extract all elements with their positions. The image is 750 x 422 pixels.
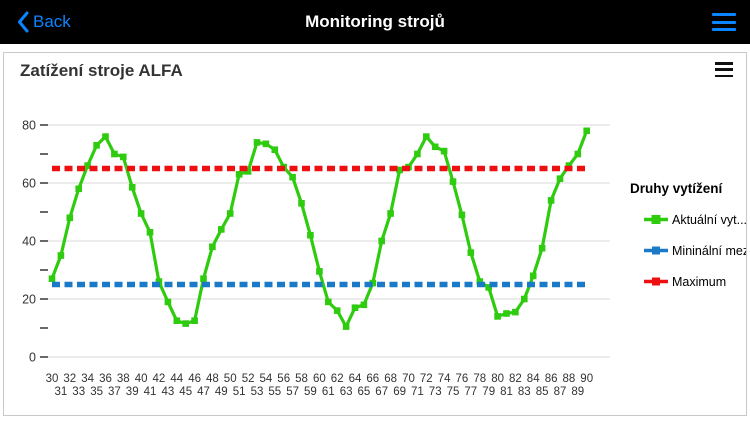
x-axis-label: 65 — [358, 386, 371, 398]
x-axis-label: 88 — [563, 373, 576, 385]
y-axis-label: 40 — [22, 234, 36, 248]
x-axis-label: 39 — [126, 386, 139, 398]
x-axis-label: 74 — [438, 373, 451, 385]
x-axis-label: 61 — [322, 386, 335, 398]
x-axis-label: 64 — [349, 373, 362, 385]
x-axis-label: 76 — [456, 373, 469, 385]
legend-item-1[interactable]: Mininální mez — [644, 244, 746, 258]
x-axis-label: 85 — [536, 386, 549, 398]
svg-text:Aktuální vyt...: Aktuální vyt... — [672, 213, 746, 227]
x-axis-label: 43 — [162, 386, 175, 398]
x-axis-label: 50 — [224, 373, 237, 385]
x-axis-label: 77 — [464, 386, 477, 398]
svg-text:Mininální mez: Mininální mez — [672, 244, 746, 258]
hamburger-menu-icon[interactable] — [712, 11, 736, 33]
x-axis-label: 58 — [295, 373, 308, 385]
x-axis-label: 33 — [72, 386, 85, 398]
x-axis-label: 37 — [108, 386, 121, 398]
svg-text:Maximum: Maximum — [672, 275, 726, 289]
x-axis-label: 66 — [366, 373, 379, 385]
series-0-line — [48, 127, 590, 330]
x-axis-label: 41 — [144, 386, 157, 398]
x-axis-label: 46 — [188, 373, 201, 385]
x-axis-label: 62 — [331, 373, 344, 385]
chart-title: Zatížení stroje ALFA — [20, 61, 183, 80]
x-axis-label: 70 — [402, 373, 415, 385]
x-axis-label: 73 — [429, 386, 442, 398]
x-axis-label: 55 — [268, 386, 281, 398]
y-axis-label: 0 — [29, 350, 36, 364]
legend-title: Druhy vytížení — [630, 181, 724, 196]
x-axis-label: 78 — [473, 373, 486, 385]
x-axis-label: 35 — [90, 386, 103, 398]
legend-item-2[interactable]: Maximum — [644, 275, 726, 289]
y-axis-label: 60 — [22, 176, 36, 190]
x-axis-label: 68 — [384, 373, 397, 385]
chart-card: Zatížení stroje ALFA 0 20 40 60 80 30 31 32 33 34… — [3, 52, 747, 416]
x-axis-label: 40 — [135, 373, 148, 385]
back-button-label: Back — [33, 12, 71, 31]
x-axis-label: 75 — [447, 386, 460, 398]
x-axis-label: 34 — [81, 373, 94, 385]
chart-context-menu-icon[interactable] — [715, 62, 733, 77]
x-axis-label: 44 — [170, 373, 183, 385]
x-axis-label: 80 — [491, 373, 504, 385]
x-axis-label: 51 — [233, 386, 246, 398]
x-axis-label: 82 — [509, 373, 522, 385]
x-axis-label: 86 — [545, 373, 558, 385]
y-axis-label: 20 — [22, 292, 36, 306]
x-axis-label: 54 — [260, 373, 273, 385]
x-axis-label: 60 — [313, 373, 326, 385]
x-axis-label: 90 — [580, 373, 593, 385]
x-axis-label: 83 — [518, 386, 531, 398]
x-axis-label: 53 — [251, 386, 264, 398]
x-axis-label: 42 — [153, 373, 166, 385]
x-axis-label: 72 — [420, 373, 433, 385]
x-axis-label: 47 — [197, 386, 210, 398]
x-axis-label: 67 — [375, 386, 388, 398]
x-axis-label: 45 — [179, 386, 192, 398]
x-axis-label: 31 — [55, 386, 68, 398]
x-axis-label: 81 — [500, 386, 513, 398]
x-axis-label: 57 — [286, 386, 299, 398]
y-axis-label: 80 — [22, 118, 36, 132]
x-axis-label: 52 — [242, 373, 255, 385]
x-axis-label: 71 — [411, 386, 424, 398]
x-axis-label: 69 — [393, 386, 406, 398]
x-axis-label: 56 — [277, 373, 290, 385]
chevron-left-icon — [18, 11, 29, 33]
x-axis-label: 84 — [527, 373, 540, 385]
page-title: Monitoring strojů — [305, 12, 445, 31]
navigation-bar: Back Monitoring strojů — [0, 0, 750, 44]
x-axis-label: 63 — [340, 386, 353, 398]
legend-item-0[interactable]: Aktuální vyt... — [644, 213, 746, 227]
x-axis-label: 49 — [215, 386, 228, 398]
x-axis-label: 87 — [554, 386, 567, 398]
x-axis-label: 79 — [482, 386, 495, 398]
x-axis-label: 38 — [117, 373, 130, 385]
x-axis-label: 48 — [206, 373, 219, 385]
x-axis-label: 32 — [63, 373, 76, 385]
x-axis-label: 30 — [46, 373, 59, 385]
x-axis-label: 36 — [99, 373, 112, 385]
x-axis-label: 59 — [304, 386, 317, 398]
x-axis-label: 89 — [571, 386, 584, 398]
back-button[interactable]: Back — [10, 0, 77, 44]
